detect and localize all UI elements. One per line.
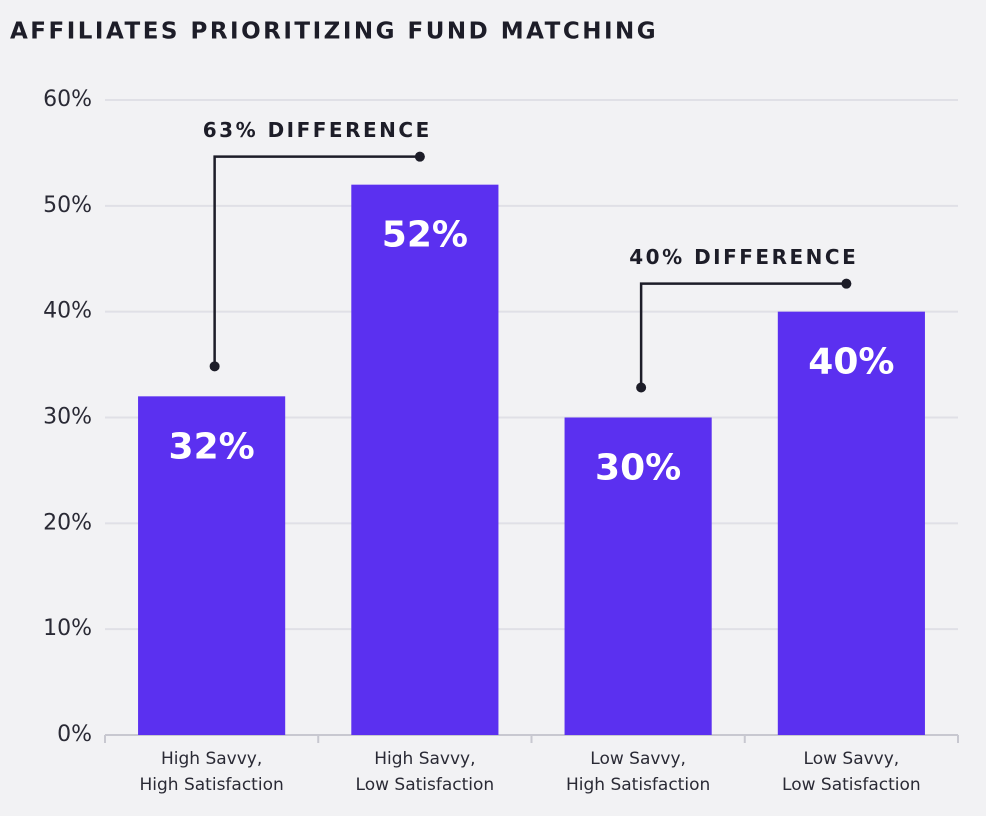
annotation: 40% DIFFERENCE [629, 245, 858, 269]
connector [639, 282, 847, 388]
x-tick-label: Low Savvy, [590, 749, 686, 769]
y-tick-label: 50% [43, 193, 92, 218]
bar [777, 311, 925, 735]
bar [351, 184, 499, 735]
x-tick-label: High Satisfaction [140, 775, 284, 795]
value-label: 52% [382, 215, 468, 256]
connector-dot [209, 361, 220, 372]
y-tick-label: 60% [43, 87, 92, 112]
y-tick-label: 20% [43, 510, 92, 535]
y-tick-label: 40% [43, 299, 92, 324]
value-label: 40% [808, 342, 894, 383]
x-tick-label: High Savvy, [161, 749, 262, 769]
x-tick-label: Low Satisfaction [356, 775, 495, 795]
x-tick-label: Low Savvy, [804, 749, 900, 769]
connector-dot [414, 151, 425, 162]
y-tick-label: 10% [43, 616, 92, 641]
chart-title: AFFILIATES PRIORITIZING FUND MATCHING [10, 19, 658, 45]
connector-dot [636, 382, 647, 393]
x-tick-label: High Satisfaction [566, 775, 710, 795]
x-tick-label: Low Satisfaction [782, 775, 921, 795]
annotation: 63% DIFFERENCE [203, 118, 432, 142]
connector [213, 155, 420, 367]
bar [138, 396, 286, 735]
x-tick-label: High Savvy, [374, 749, 475, 769]
value-label: 30% [595, 448, 681, 489]
bar [564, 417, 712, 735]
value-label: 32% [169, 426, 255, 467]
connector-dot [841, 278, 852, 289]
y-tick-label: 0% [57, 722, 92, 747]
y-tick-label: 30% [43, 405, 92, 430]
